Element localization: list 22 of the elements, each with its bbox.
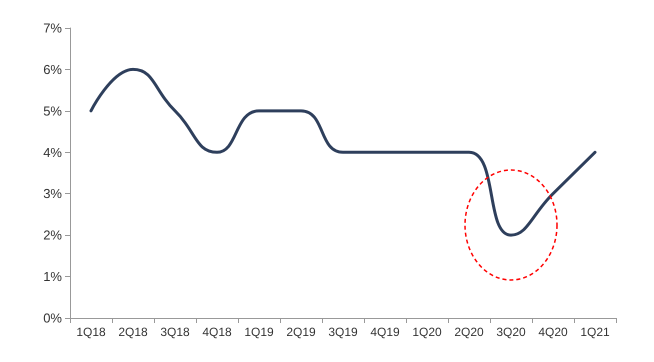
x-tick-label: 1Q18: [76, 325, 106, 339]
x-tick-label: 2Q18: [118, 325, 148, 339]
x-tick-label: 4Q20: [538, 325, 568, 339]
x-tick-label: 3Q20: [496, 325, 526, 339]
y-tick-label: 5%: [43, 103, 62, 118]
y-tick-label: 2%: [43, 228, 62, 243]
y-tick-label: 0%: [43, 310, 62, 326]
y-tick-label: 7%: [43, 20, 62, 36]
y-tick-label: 6%: [43, 62, 62, 77]
x-tick-label: 1Q21: [580, 325, 610, 339]
y-tick-label: 4%: [43, 144, 62, 160]
x-tick-label: 3Q19: [328, 325, 358, 339]
x-tick-label: 2Q19: [286, 325, 316, 339]
line-series: [90, 68, 596, 237]
x-tick-label: 1Q19: [244, 325, 274, 339]
x-tick-label: 1Q20: [412, 325, 442, 339]
x-tick-label: 4Q18: [202, 325, 232, 339]
x-tick-label: 2Q20: [454, 325, 484, 339]
x-tick-label: 3Q18: [160, 325, 190, 339]
y-tick-label: 1%: [43, 269, 62, 284]
x-tick-label: 4Q19: [370, 325, 400, 339]
y-tick-label: 3%: [43, 186, 62, 202]
